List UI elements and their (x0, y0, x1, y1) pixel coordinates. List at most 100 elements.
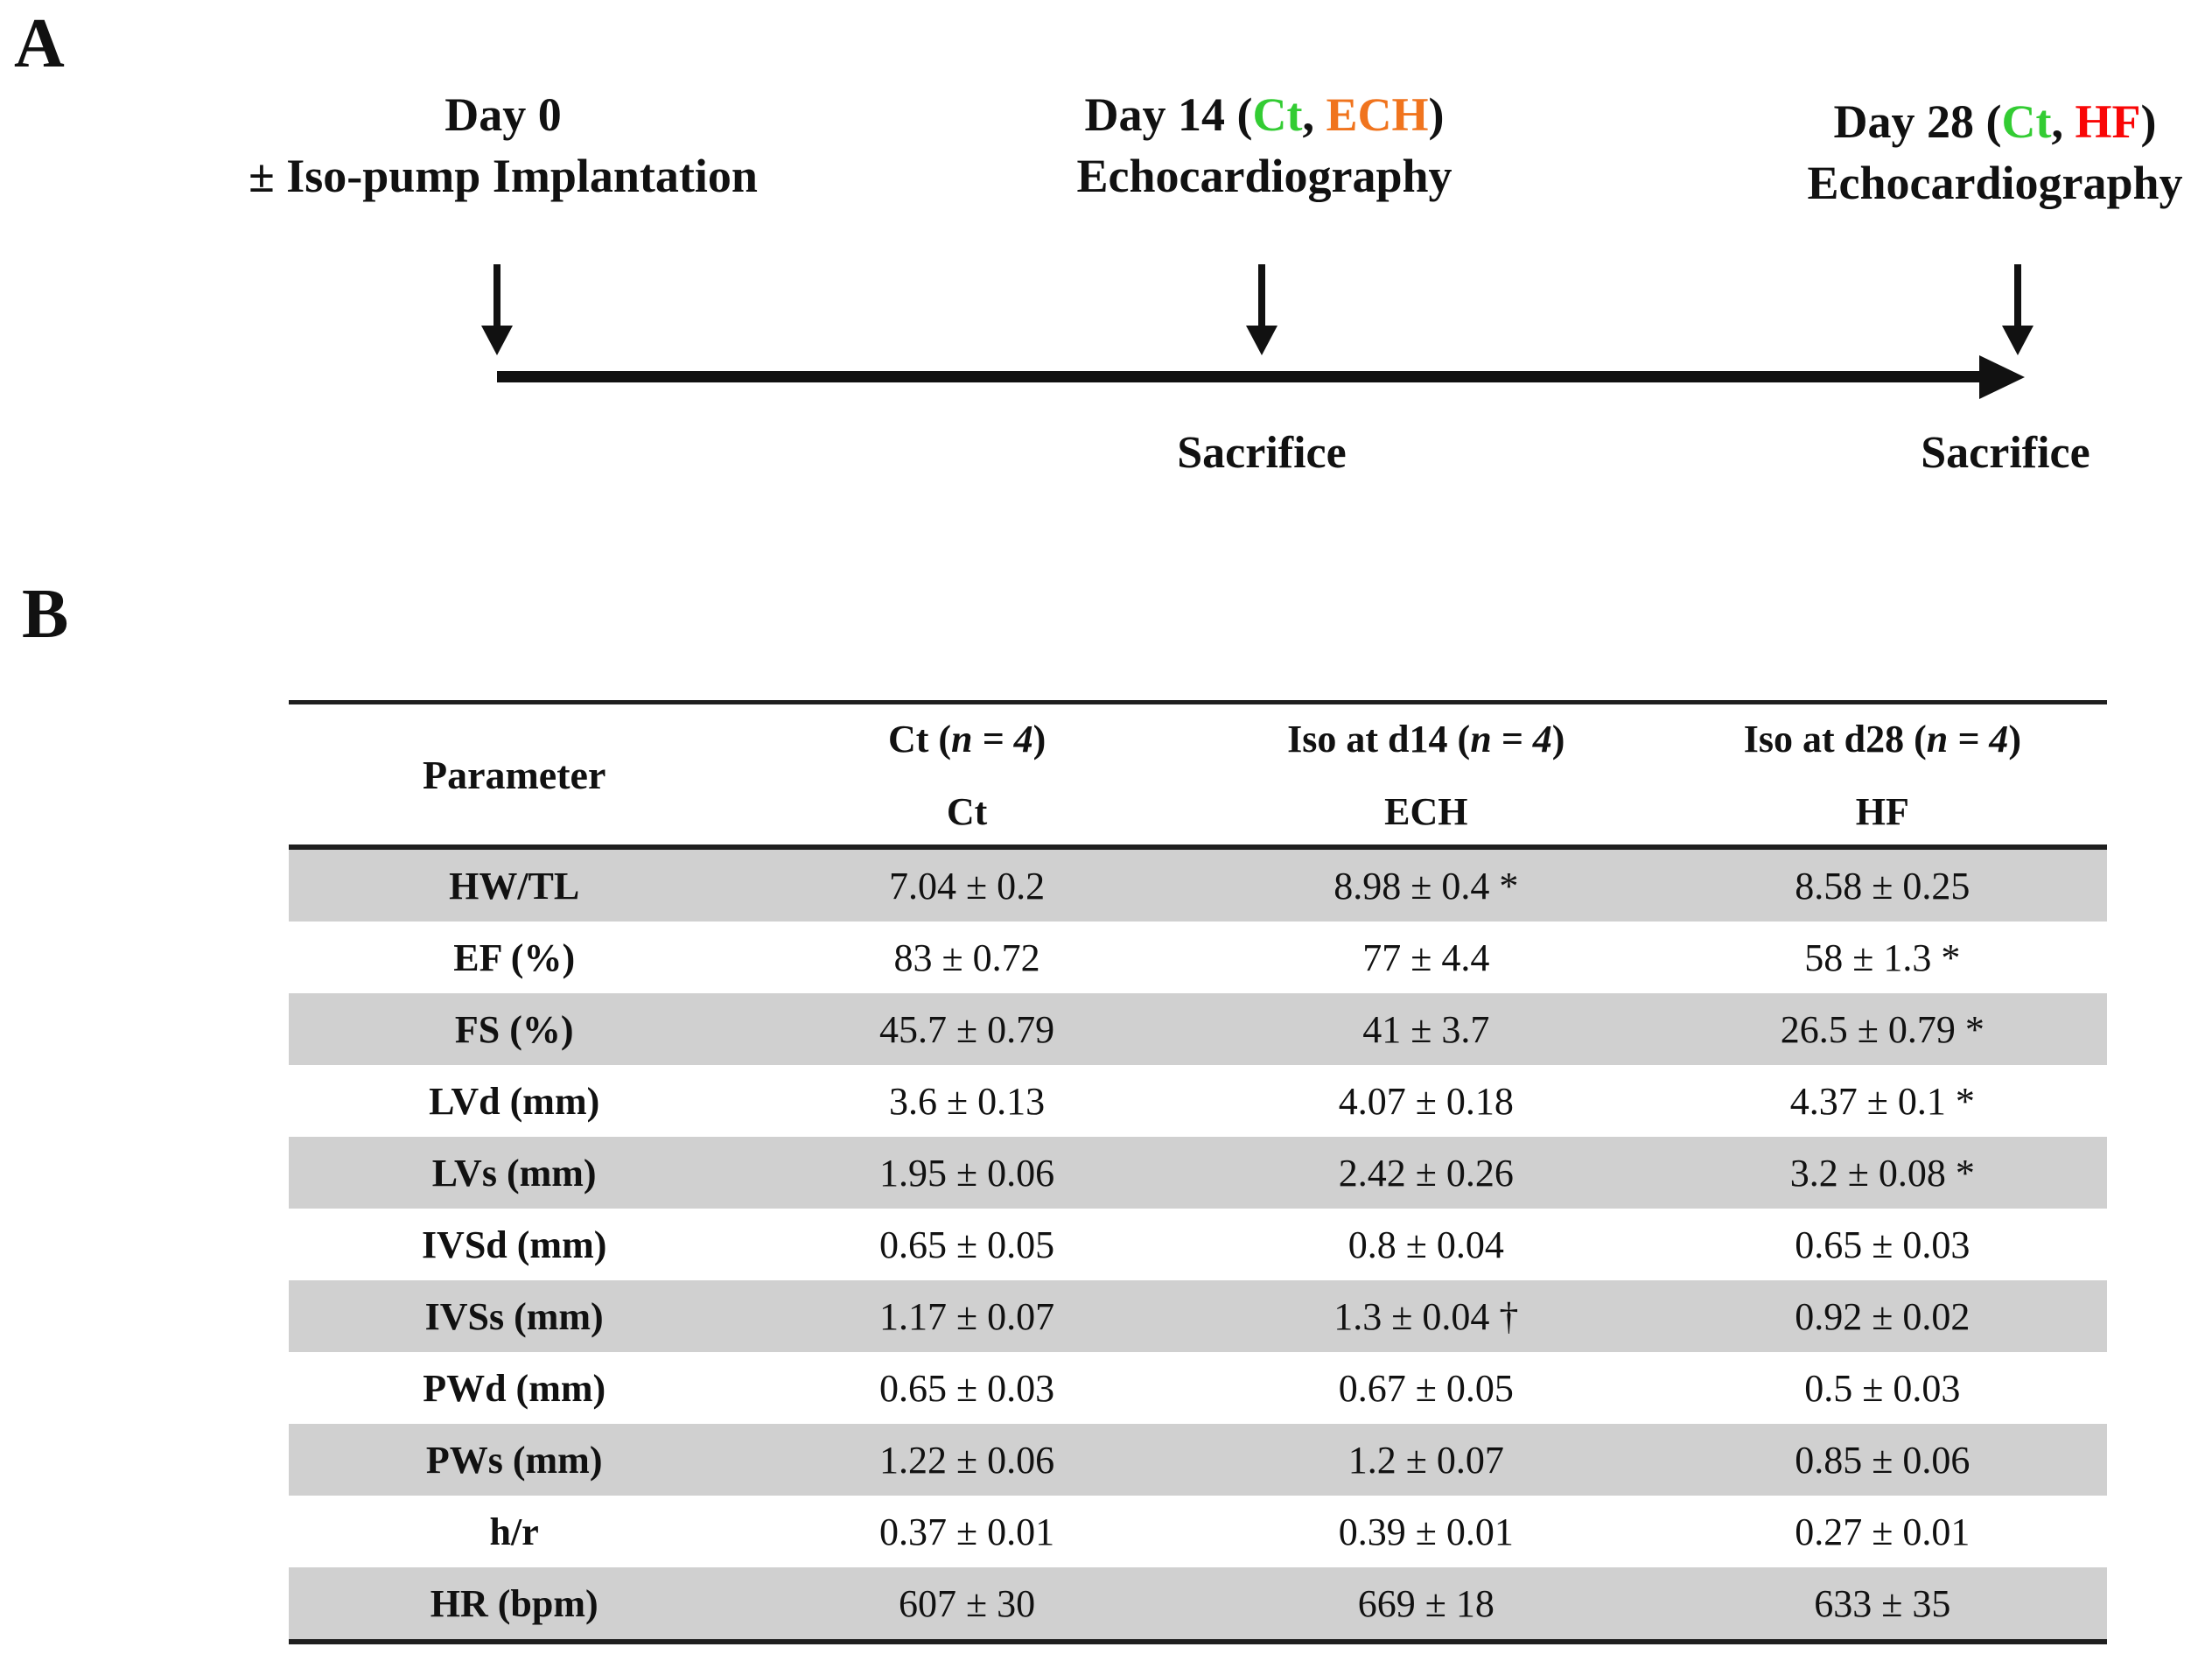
event-day28-title: Day 28 (Ct, HF) (1750, 91, 2212, 152)
event-day0-subtitle: ± Iso-pump Implantation (248, 150, 758, 202)
value-cell: 1.22 ± 0.06 (879, 1438, 1055, 1482)
table-row: IVSs (mm) 1.17 ± 0.07 1.3 ± 0.04 † 0.92 ± 0… (289, 1280, 2107, 1352)
timeline-axis (497, 371, 1984, 382)
value-cell: 0.27 ± 0.01 (1795, 1510, 1970, 1553)
day28-hf-group: HF (2075, 95, 2141, 148)
timeline-event-day0: Day 0 ± Iso-pump Implantation (136, 84, 871, 207)
n-count: (n = 4) (1914, 718, 2021, 760)
day28-ct-group: Ct (2001, 95, 2052, 148)
event-day28-subtitle: Echocardiography (1807, 157, 2183, 209)
value-cell: 7.04 ± 0.2 (889, 864, 1046, 908)
day14-suffix: ) (1428, 88, 1445, 141)
group-name: Ct (887, 718, 939, 760)
subgroup-label: HF (1855, 790, 1909, 833)
parameter-cell: PWd (mm) (423, 1366, 606, 1410)
value-cell: 26.5 ± 0.79 * (1780, 1007, 1984, 1051)
panel-a-label: A (14, 5, 65, 82)
subgroup-label: ECH (1384, 790, 1468, 833)
value-cell: 45.7 ± 0.79 (879, 1007, 1055, 1051)
day28-separator: , (2051, 95, 2076, 148)
event-day14-title: Day 14 (Ct, ECH) (914, 84, 1614, 145)
down-arrow-day0-icon (481, 264, 513, 355)
value-cell: 0.39 ± 0.01 (1338, 1510, 1514, 1553)
group-name: Iso at d14 (1287, 718, 1458, 760)
group-label: Iso at d28 (n = 4) (1658, 717, 2107, 761)
table-body: HW/TL 7.04 ± 0.2 8.98 ± 0.4 * 8.58 ± 0.25 EF… (289, 850, 2107, 1639)
results-table: Parameter Ct (n = 4) Ct Iso at d14 (n = … (289, 700, 2107, 1644)
table-row: FS (%) 45.7 ± 0.79 41 ± 3.7 26.5 ± 0.79 * (289, 993, 2107, 1065)
down-arrow-day14-icon (1246, 264, 1278, 355)
value-cell: 8.58 ± 0.25 (1795, 864, 1970, 908)
parameter-cell: HW/TL (449, 864, 580, 908)
value-cell: 0.85 ± 0.06 (1795, 1438, 1970, 1482)
parameter-cell: LVd (mm) (429, 1079, 600, 1123)
parameter-cell: LVs (mm) (431, 1151, 597, 1195)
group-name: Iso at d28 (1743, 718, 1914, 760)
table-row: EF (%) 83 ± 0.72 77 ± 4.4 58 ± 1.3 * (289, 922, 2107, 993)
column-header-iso-d14: Iso at d14 (n = 4) ECH (1194, 704, 1658, 845)
value-cell: 1.17 ± 0.07 (879, 1294, 1055, 1338)
group-label: Ct (n = 4) (739, 717, 1194, 761)
table-row: LVd (mm) 3.6 ± 0.13 4.07 ± 0.18 4.37 ± 0.1 … (289, 1065, 2107, 1137)
parameter-cell: IVSs (mm) (424, 1294, 604, 1338)
column-header-parameter: Parameter (422, 752, 606, 797)
subgroup-label: Ct (946, 790, 988, 833)
timeline-event-day14: Day 14 (Ct, ECH) Echocardiography (914, 84, 1614, 207)
table-row: IVSd (mm) 0.65 ± 0.05 0.8 ± 0.04 0.65 ± 0.0… (289, 1209, 2107, 1280)
parameter-cell: PWs (mm) (425, 1438, 603, 1482)
value-cell: 0.67 ± 0.05 (1338, 1366, 1514, 1410)
value-cell: 0.92 ± 0.02 (1795, 1294, 1970, 1338)
value-cell: 4.07 ± 0.18 (1338, 1079, 1514, 1123)
table-row: HR (bpm) 607 ± 30 669 ± 18 633 ± 35 (289, 1567, 2107, 1639)
table-row: PWd (mm) 0.65 ± 0.03 0.67 ± 0.05 0.5 ± 0.03 (289, 1352, 2107, 1424)
value-cell: 8.98 ± 0.4 * (1334, 864, 1519, 908)
table-row: PWs (mm) 1.22 ± 0.06 1.2 ± 0.07 0.85 ± 0.06 (289, 1424, 2107, 1496)
value-cell: 41 ± 3.7 (1362, 1007, 1490, 1051)
group-label: Iso at d14 (n = 4) (1194, 717, 1658, 761)
table-row: LVs (mm) 1.95 ± 0.06 2.42 ± 0.26 3.2 ± 0.08… (289, 1137, 2107, 1209)
timeline-arrowhead-icon (1979, 355, 2025, 399)
event-day14-subtitle: Echocardiography (1076, 150, 1452, 202)
parameter-cell: HR (bpm) (430, 1581, 598, 1625)
event-day0-title: Day 0 (444, 88, 562, 141)
value-cell: 0.65 ± 0.05 (879, 1223, 1055, 1266)
day14-ech-group: ECH (1326, 88, 1429, 141)
sacrifice-label-day28: Sacrifice (1921, 428, 2090, 478)
value-cell: 0.37 ± 0.01 (879, 1510, 1055, 1553)
table-header: Parameter Ct (n = 4) Ct Iso at d14 (n = … (289, 704, 2107, 850)
value-cell: 633 ± 35 (1814, 1581, 1951, 1625)
parameter-cell: IVSd (mm) (421, 1223, 607, 1266)
value-cell: 0.65 ± 0.03 (1795, 1223, 1970, 1266)
value-cell: 1.95 ± 0.06 (879, 1151, 1055, 1195)
table-row: HW/TL 7.04 ± 0.2 8.98 ± 0.4 * 8.58 ± 0.25 (289, 850, 2107, 922)
day28-prefix: Day 28 ( (1833, 95, 2002, 148)
day14-prefix: Day 14 ( (1084, 88, 1253, 141)
day14-ct-group: Ct (1252, 88, 1303, 141)
column-header-ct: Ct (n = 4) Ct (739, 704, 1194, 845)
value-cell: 77 ± 4.4 (1362, 936, 1490, 979)
value-cell: 669 ± 18 (1357, 1581, 1494, 1625)
value-cell: 0.5 ± 0.03 (1804, 1366, 1961, 1410)
n-count: (n = 4) (1457, 718, 1565, 760)
value-cell: 83 ± 0.72 (893, 936, 1040, 979)
value-cell: 2.42 ± 0.26 (1338, 1151, 1514, 1195)
sacrifice-label-day14: Sacrifice (1177, 428, 1347, 478)
panel-b-label: B (22, 576, 69, 653)
column-header-iso-d28: Iso at d28 (n = 4) HF (1658, 704, 2107, 845)
parameter-cell: FS (%) (454, 1007, 574, 1051)
n-count: (n = 4) (938, 718, 1046, 760)
down-arrow-day28-icon (2002, 264, 2034, 355)
table-row: h/r 0.37 ± 0.01 0.39 ± 0.01 0.27 ± 0.01 (289, 1496, 2107, 1567)
value-cell: 3.2 ± 0.08 * (1789, 1151, 1975, 1195)
parameter-cell: h/r (489, 1510, 539, 1553)
value-cell: 0.65 ± 0.03 (879, 1366, 1055, 1410)
timeline-event-day28: Day 28 (Ct, HF) Echocardiography (1750, 91, 2212, 214)
day14-separator: , (1302, 88, 1326, 141)
value-cell: 3.6 ± 0.13 (889, 1079, 1046, 1123)
value-cell: 4.37 ± 0.1 * (1789, 1079, 1975, 1123)
value-cell: 1.2 ± 0.07 (1348, 1438, 1504, 1482)
day28-suffix: ) (2140, 95, 2157, 148)
value-cell: 58 ± 1.3 * (1804, 936, 1961, 979)
value-cell: 0.8 ± 0.04 (1348, 1223, 1504, 1266)
